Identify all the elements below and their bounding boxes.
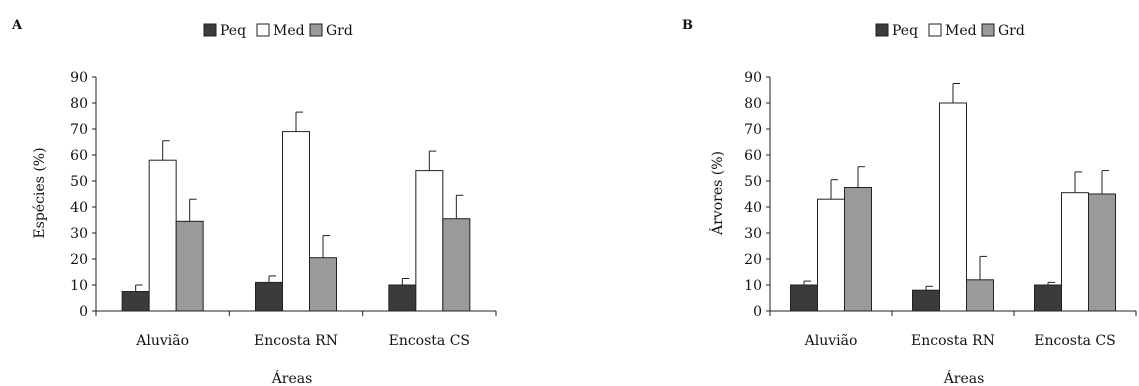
legend-swatch-peq — [203, 23, 217, 37]
y-tick-label: 90 — [744, 70, 762, 86]
x-tick-label: Aluvião — [135, 333, 189, 349]
bar-med-aluviao — [148, 159, 177, 312]
panel-label-b: B — [682, 18, 693, 33]
bar-med-encosta-cs — [415, 170, 444, 312]
legend-a: Peq Med Grd — [203, 23, 353, 39]
bar-grd-encosta-rn — [966, 279, 994, 312]
bars-b — [790, 83, 1116, 312]
legend-swatch-med — [256, 23, 270, 37]
panel-label-a: A — [11, 18, 23, 33]
bar-med-encosta-rn — [939, 102, 967, 312]
bar-med-aluviao — [817, 198, 845, 312]
bar-peq-encosta-cs — [388, 284, 417, 312]
y-tick-label: 20 — [70, 252, 88, 268]
y-tick-label: 30 — [70, 226, 88, 242]
y-tick-label: 50 — [70, 174, 88, 190]
bar-peq-encosta-cs — [1034, 284, 1062, 312]
legend-swatch-grd — [309, 23, 323, 37]
x-tick-label: Encosta RN — [911, 333, 995, 349]
legend-swatch-med — [928, 23, 942, 37]
y-tick-label: 80 — [744, 96, 762, 112]
bar-peq-encosta-rn — [255, 281, 283, 312]
y-tick-label: 60 — [70, 148, 88, 164]
legend-swatch-peq — [875, 23, 889, 37]
bar-grd-encosta-cs — [1088, 193, 1116, 312]
x-tick-label: Encosta CS — [1034, 333, 1115, 349]
legend-label-grd: Grd — [326, 23, 353, 39]
legend-label-grd: Grd — [998, 23, 1025, 39]
axes-a: 0 10 20 30 40 50 60 70 80 90 Aluvião Encosta RN Enco… — [70, 70, 497, 349]
x-tick-label: Encosta CS — [389, 333, 470, 349]
bars-a — [121, 111, 471, 312]
y-tick-label: 10 — [70, 278, 88, 294]
y-tick-label: 0 — [753, 304, 762, 320]
bar-med-encosta-cs — [1061, 192, 1089, 312]
legend-swatch-grd — [981, 23, 995, 37]
bar-grd-aluviao — [175, 220, 204, 312]
y-tick-label: 30 — [744, 226, 762, 242]
y-tick-label: 10 — [744, 278, 762, 294]
bar-peq-encosta-rn — [912, 289, 940, 312]
bar-grd-aluviao — [844, 187, 872, 312]
bar-peq-aluviao — [121, 291, 150, 312]
x-tick-label: Encosta RN — [254, 333, 338, 349]
y-tick-label: 40 — [70, 200, 88, 216]
chart-panel-b: B Peq Med Grd 0 10 20 30 40 50 60 70 80 90 Aluvião En… — [682, 18, 1137, 386]
x-axis-label-b: Áreas — [943, 369, 985, 386]
legend-label-med: Med — [273, 23, 305, 39]
legend-label-med: Med — [945, 23, 977, 39]
chart-panel-a: A Peq Med Grd 0 10 20 30 40 50 60 70 80 90 Aluvião En… — [11, 18, 497, 386]
y-tick-label: 50 — [744, 174, 762, 190]
y-tick-label: 60 — [744, 148, 762, 164]
y-tick-label: 70 — [70, 122, 88, 138]
legend-label-peq: Peq — [220, 23, 246, 39]
x-axis-label-a: Áreas — [271, 369, 313, 386]
y-tick-label: 90 — [70, 70, 88, 86]
y-axis-label-a: Espécies (%) — [32, 147, 48, 238]
bar-grd-encosta-cs — [442, 218, 471, 312]
bar-grd-encosta-rn — [309, 257, 337, 312]
legend-label-peq: Peq — [892, 23, 918, 39]
y-tick-label: 0 — [79, 304, 88, 320]
y-tick-label: 80 — [70, 96, 88, 112]
bar-med-encosta-rn — [282, 131, 310, 312]
x-tick-label: Aluvião — [804, 333, 858, 349]
bar-peq-aluviao — [790, 284, 818, 312]
legend-b: Peq Med Grd — [875, 23, 1025, 39]
y-tick-label: 70 — [744, 122, 762, 138]
y-tick-label: 40 — [744, 200, 762, 216]
y-axis-label-b: Árvores (%) — [708, 151, 726, 236]
y-tick-label: 20 — [744, 252, 762, 268]
